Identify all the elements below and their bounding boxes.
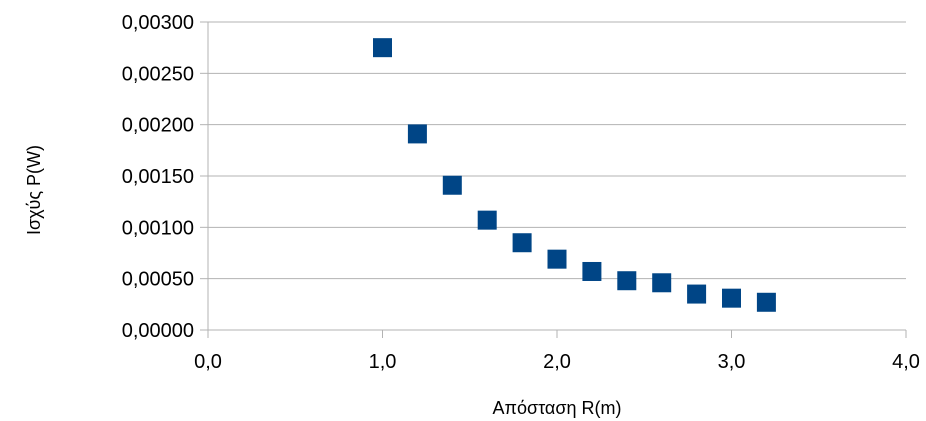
y-tick-label: 0,00150 (122, 166, 194, 188)
axes (200, 21, 907, 338)
y-tick-label: 0,00250 (122, 63, 194, 85)
x-tick-label: 3,0 (718, 351, 746, 373)
data-point (722, 288, 741, 308)
data-point (512, 233, 532, 253)
y-tick-label: 0,00050 (122, 269, 194, 291)
x-tick-label: 4,0 (892, 351, 920, 373)
data-points (373, 38, 776, 312)
gridlines (208, 21, 906, 331)
x-tick-label: 0,0 (194, 351, 222, 373)
data-point (442, 175, 462, 195)
data-point (756, 292, 776, 312)
y-tick-label: 0,00100 (122, 217, 194, 239)
data-point (687, 284, 707, 304)
data-point (547, 249, 567, 269)
data-point (617, 271, 637, 291)
data-point (407, 124, 427, 144)
data-point (477, 210, 497, 230)
y-tick-label: 0,00000 (122, 320, 194, 342)
y-axis-title: Ισχύς P(W) (24, 145, 44, 235)
x-axis-title: Απόσταση R(m) (493, 398, 622, 418)
y-tick-label: 0,00300 (122, 12, 194, 34)
x-tick-label: 1,0 (369, 351, 397, 373)
data-point (652, 273, 672, 293)
data-point (582, 261, 602, 281)
tick-labels: 0,00000 0,00050 0,00100 0,00150 0,00200 0,002… (122, 12, 920, 373)
x-tick-label: 2,0 (543, 351, 571, 373)
data-point (373, 38, 392, 58)
y-tick-label: 0,00200 (122, 115, 194, 137)
